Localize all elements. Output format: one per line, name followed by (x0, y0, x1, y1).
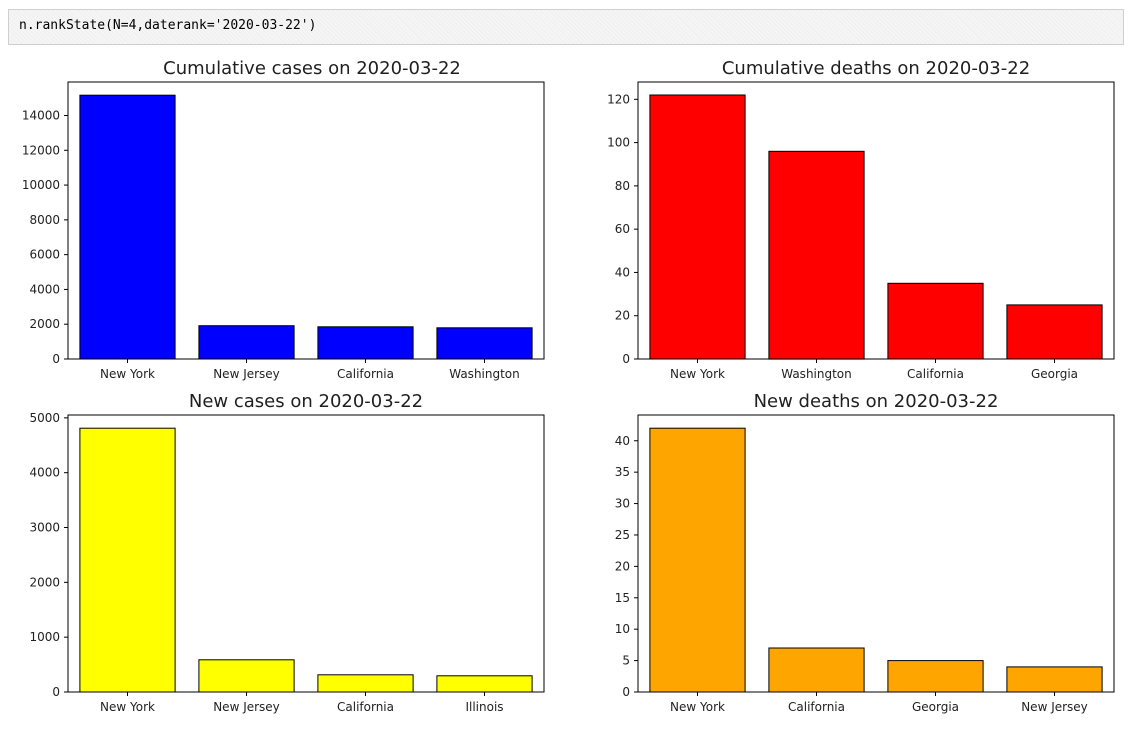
bar-georgia (1006, 304, 1103, 360)
y-tick-label: 0 (622, 685, 630, 699)
y-tick-label: 0 (622, 352, 630, 366)
x-tick-label: Washington (781, 367, 852, 381)
x-tick-label: California (907, 367, 964, 381)
x-tick-label: Georgia (1031, 367, 1078, 381)
chart-title: Cumulative cases on 2020-03-22 (163, 58, 461, 79)
y-tick-label: 14000 (22, 108, 60, 122)
bar-california (887, 282, 984, 360)
bar-california (317, 674, 414, 693)
y-tick-label: 2000 (29, 575, 60, 589)
bar-washington (768, 150, 865, 360)
y-tick-label: 5000 (29, 411, 60, 425)
bar-new-york (79, 94, 176, 360)
bar-new-york (649, 94, 746, 360)
y-tick-label: 5 (622, 654, 630, 668)
y-tick-label: 0 (52, 685, 60, 699)
y-tick-label: 8000 (29, 213, 60, 227)
plot-frame (67, 81, 545, 360)
chart-cumulative-cases: Cumulative cases on 2020-03-22 0 2000 4000… (22, 58, 545, 381)
bar-georgia (887, 660, 984, 693)
y-tick-label: 15 (615, 591, 630, 605)
y-tick-label: 20 (615, 309, 630, 323)
bar-new-jersey (1006, 666, 1103, 693)
y-tick-label: 3000 (29, 521, 60, 535)
bar-new-york (79, 427, 176, 693)
x-tick-label: New Jersey (213, 700, 280, 714)
y-tick-label: 40 (615, 265, 630, 279)
chart-title: Cumulative deaths on 2020-03-22 (722, 58, 1030, 79)
y-tick-label: 4000 (29, 282, 60, 296)
bar-new-jersey (198, 325, 295, 360)
x-tick-label: Illinois (465, 700, 503, 714)
x-tick-label: New Jersey (1021, 700, 1088, 714)
y-tick-label: 10000 (22, 178, 60, 192)
y-tick-label: 20 (615, 559, 630, 573)
plot-frame (637, 414, 1115, 693)
x-tick-label: New York (670, 700, 725, 714)
x-tick-label: Washington (449, 367, 520, 381)
x-tick-label: New York (670, 367, 725, 381)
bar-new-jersey (198, 659, 295, 693)
y-tick-label: 120 (607, 92, 630, 106)
bar-new-york (649, 427, 746, 693)
x-tick-label: California (337, 700, 394, 714)
y-tick-label: 12000 (22, 143, 60, 157)
y-tick-label: 100 (607, 136, 630, 150)
chart-new-deaths: New deaths on 2020-03-22 0 5 10 15 20 25 30 35 4… (615, 391, 1115, 714)
y-tick-label: 1000 (29, 630, 60, 644)
bar-california (768, 647, 865, 693)
x-tick-label: New York (100, 700, 155, 714)
chart-title: New deaths on 2020-03-22 (754, 391, 999, 412)
y-tick-label: 25 (615, 528, 630, 542)
plot-frame (637, 81, 1115, 360)
chart-new-cases: New cases on 2020-03-22 0 1000 2000 3000 400… (29, 391, 545, 714)
y-tick-label: 10 (615, 622, 630, 636)
y-tick-label: 40 (615, 434, 630, 448)
bar-illinois (436, 675, 533, 693)
plot-frame (67, 414, 545, 693)
x-tick-label: Georgia (912, 700, 959, 714)
code-cell[interactable]: n.rankState(N=4,daterank='2020-03-22') (8, 9, 1124, 45)
y-tick-label: 30 (615, 497, 630, 511)
bar-california (317, 326, 414, 360)
x-tick-label: New Jersey (213, 367, 280, 381)
x-tick-label: California (788, 700, 845, 714)
y-tick-label: 2000 (29, 317, 60, 331)
code-cell-input[interactable]: n.rankState(N=4,daterank='2020-03-22') (19, 18, 317, 33)
y-tick-label: 6000 (29, 248, 60, 262)
y-tick-label: 35 (615, 465, 630, 479)
x-tick-label: California (337, 367, 394, 381)
chart-title: New cases on 2020-03-22 (189, 391, 423, 412)
y-tick-label: 4000 (29, 466, 60, 480)
x-tick-label: New York (100, 367, 155, 381)
y-tick-label: 0 (52, 352, 60, 366)
chart-cumulative-deaths: Cumulative deaths on 2020-03-22 0 20 40 60 8… (607, 58, 1115, 381)
bar-washington (436, 327, 533, 360)
y-tick-label: 80 (615, 179, 630, 193)
y-tick-label: 60 (615, 222, 630, 236)
